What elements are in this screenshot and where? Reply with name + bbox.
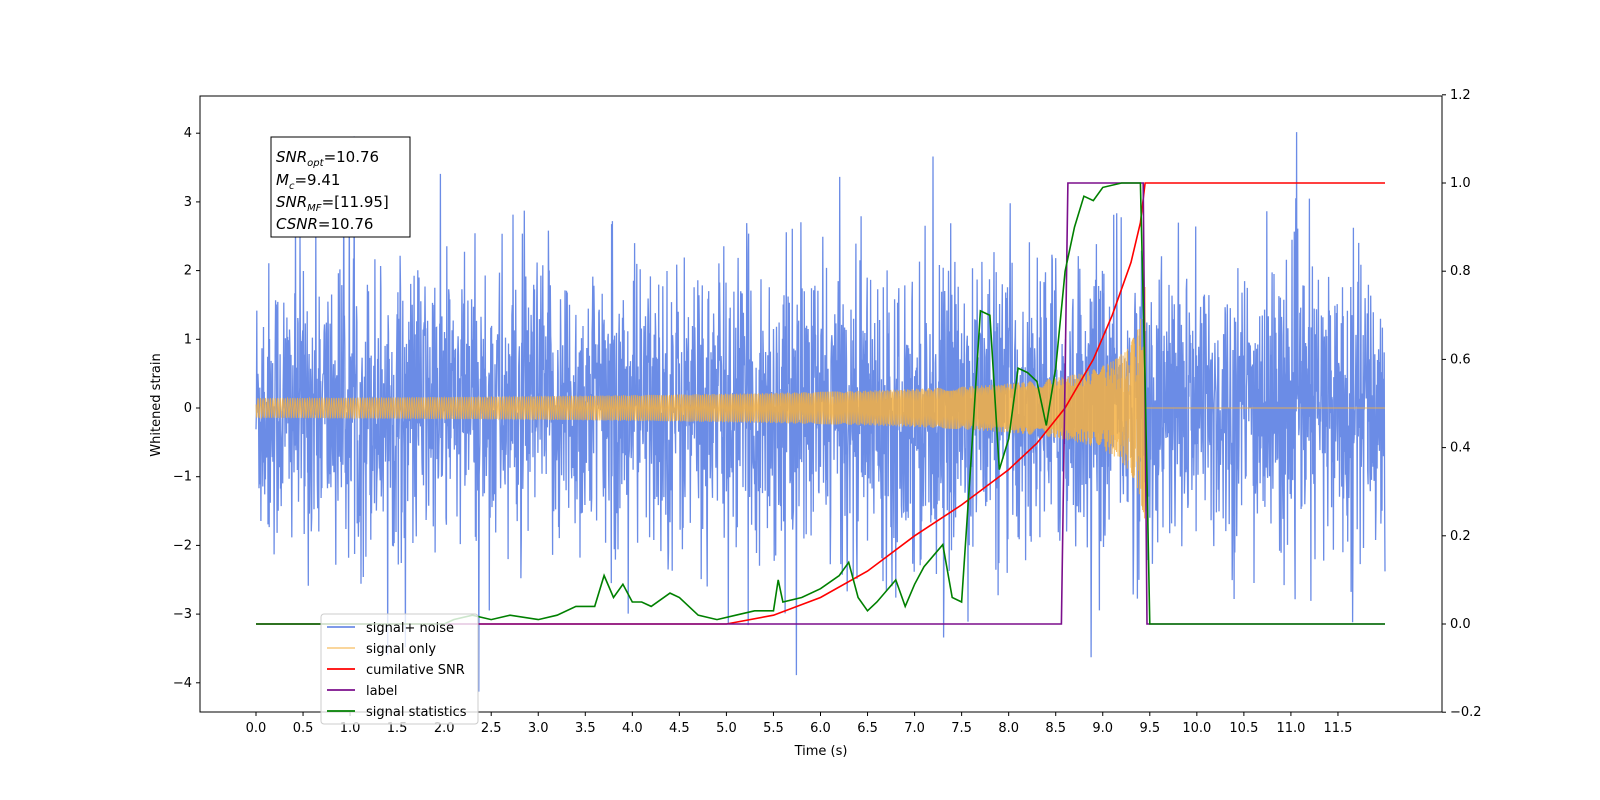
- signal-only-line: [255, 286, 1385, 519]
- info-box: SNRopt=10.76 Mc=9.41 SNRMF=[11.95] CSNR=…: [270, 136, 411, 238]
- y2-tick-label: 0.4: [1450, 441, 1471, 456]
- signal-only-layer: [255, 286, 1385, 519]
- x-axis: 0.0 0.5 1.0 1.5 2.0 2.5 3.0 3.5 4.0 4.5 5.0 5.5 6.0 6…: [246, 712, 1352, 736]
- signal-statistics-legend-label: signal statistics: [366, 705, 467, 720]
- x-tick-label: 6.5: [857, 721, 878, 736]
- x-tick-label: 7.0: [904, 721, 925, 736]
- y-tick-label: 0: [184, 401, 192, 416]
- right-axis-series-layer: [256, 182, 1385, 625]
- x-tick-label: 8.0: [998, 721, 1019, 736]
- y-tick-label: −3: [173, 607, 192, 622]
- y2-tick-label: 1.0: [1450, 176, 1471, 191]
- csnr-text: CSNR=10.76: [276, 215, 373, 233]
- x-tick-label: 5.5: [763, 721, 784, 736]
- x-tick-label: 0.5: [293, 721, 314, 736]
- signal-noise-line: [255, 132, 1386, 692]
- signal-noise-layer: [255, 132, 1386, 692]
- y-tick-label: 4: [184, 126, 192, 141]
- x-tick-label: 11.5: [1323, 721, 1352, 736]
- y2-tick-label: 0.8: [1450, 264, 1471, 279]
- y-tick-label: −2: [173, 538, 192, 553]
- cumilative-snr-line: [256, 182, 1385, 625]
- x-tick-label: 8.5: [1045, 721, 1066, 736]
- x-tick-label: 5.0: [716, 721, 737, 736]
- snr-mf-text: SNRMF=[11.95]: [276, 193, 389, 214]
- y2-tick-label: 0.0: [1450, 617, 1471, 632]
- x-tick-label: 2.0: [434, 721, 455, 736]
- x-tick-label: 6.0: [810, 721, 831, 736]
- x-tick-label: 4.5: [669, 721, 690, 736]
- x-tick-label: 1.5: [387, 721, 408, 736]
- x-tick-label: 4.0: [622, 721, 643, 736]
- y2-tick-label: −0.2: [1450, 705, 1482, 720]
- y-axis-left: 4 3 2 1 0 −1 −2 −3 −4: [173, 126, 200, 691]
- x-tick-label: 7.5: [951, 721, 972, 736]
- y-tick-label: 1: [184, 332, 192, 347]
- x-tick-label: 11.0: [1276, 721, 1305, 736]
- y-axis-right: 1.2 1.0 0.8 0.6 0.4 0.2 0.0 −0.2: [1442, 88, 1482, 720]
- mc-text: Mc=9.41: [276, 171, 340, 192]
- x-tick-label: 2.5: [481, 721, 502, 736]
- x-tick-label: 9.5: [1139, 721, 1160, 736]
- y2-tick-label: 0.2: [1450, 529, 1471, 544]
- y-tick-label: −4: [173, 676, 192, 691]
- y-tick-label: −1: [173, 470, 192, 485]
- signal-statistics-line: [256, 182, 1385, 625]
- cumilative-snr-legend-label: cumilative SNR: [366, 663, 465, 678]
- y2-tick-label: 1.2: [1450, 88, 1471, 103]
- y-axis-label: Whitened strain: [149, 353, 164, 456]
- x-tick-label: 3.5: [575, 721, 596, 736]
- x-tick-label: 10.5: [1229, 721, 1258, 736]
- y-tick-label: 2: [184, 264, 192, 279]
- x-tick-label: 10.0: [1182, 721, 1211, 736]
- y2-tick-label: 0.6: [1450, 352, 1471, 367]
- x-axis-label: Time (s): [794, 744, 848, 759]
- legend: signal+ noise signal only cumilative SNR la…: [320, 613, 479, 725]
- snr-opt-text: SNRopt=10.76: [276, 148, 379, 169]
- signal-only-legend-label: signal only: [366, 642, 436, 657]
- signal-noise-legend-label: signal+ noise: [366, 621, 454, 636]
- y-tick-label: 3: [184, 195, 192, 210]
- label-legend-label: label: [366, 684, 397, 699]
- x-tick-label: 9.0: [1092, 721, 1113, 736]
- x-tick-label: 3.0: [528, 721, 549, 736]
- x-tick-label: 1.0: [340, 721, 361, 736]
- x-tick-label: 0.0: [246, 721, 267, 736]
